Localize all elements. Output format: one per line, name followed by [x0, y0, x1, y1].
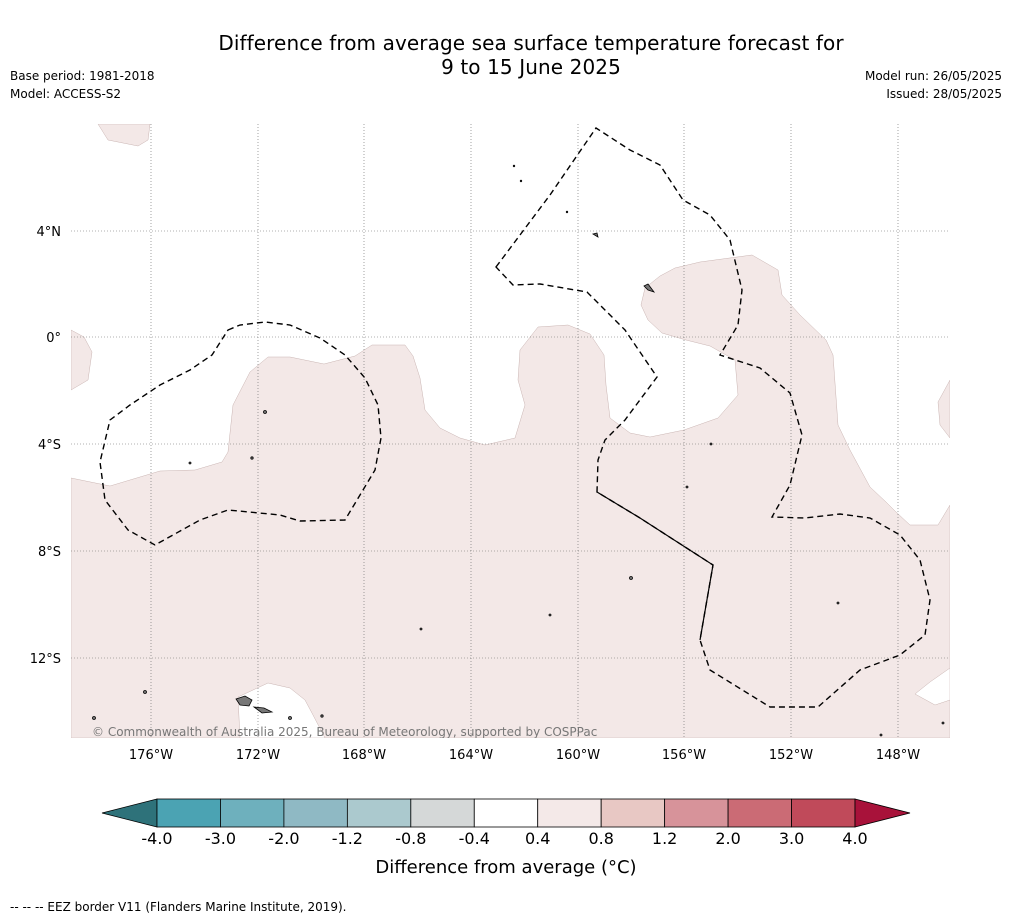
graticule — [71, 124, 950, 738]
island-dot-n — [879, 733, 883, 737]
island-dot-c — [188, 461, 192, 465]
colorbar-tick-label: 1.2 — [652, 829, 677, 848]
eez-footnote: -- -- -- EEZ border V11 (Flanders Marine… — [10, 900, 347, 914]
colorbar-segment — [791, 798, 856, 828]
lon-label-148w: 148°W — [876, 748, 920, 763]
meta-left: Base period: 1981-2018 Model: ACCESS-S2 — [10, 67, 155, 103]
eez-kiribati-line — [495, 127, 931, 708]
lat-label-4s: 4°S — [38, 438, 61, 453]
island-savaii — [235, 695, 253, 707]
colorbar-tick-label: -4.0 — [141, 829, 172, 848]
colorbar-segment — [664, 798, 729, 828]
colorbar-segment — [727, 798, 792, 828]
island-dot-j — [288, 716, 292, 720]
islands — [92, 164, 945, 737]
colorbar-tick-label: -0.8 — [395, 829, 426, 848]
lat-label-8s: 8°S — [38, 545, 61, 560]
colorbar-segment — [156, 798, 221, 828]
colorbar-segment — [346, 798, 412, 828]
near-average-patch — [237, 682, 326, 738]
lat-label-12s: 12°S — [30, 652, 61, 667]
colorbar-segment — [537, 798, 602, 828]
colorbar-segment — [600, 798, 666, 828]
eez-tokelau — [99, 321, 382, 546]
lon-label-152w: 152°W — [769, 748, 813, 763]
map-plot-area: © Commonwealth of Australia 2025, Bureau… — [71, 124, 950, 739]
colorbar: -4.0 -3.0 -2.0 -1.2 -0.8 -0.4 0.4 0.8 1.2 2.0 3.0 4… — [101, 798, 911, 878]
lon-label-168w: 168°W — [342, 748, 386, 763]
model-run-text: Model run: 26/05/2025 — [864, 69, 1002, 83]
island-dot-l — [419, 627, 423, 631]
eez-solid-segment — [596, 491, 714, 641]
island-dot-q — [519, 179, 523, 183]
base-period-text: Base period: 1981-2018 — [10, 69, 155, 83]
colorbar-tick-label: -1.2 — [332, 829, 363, 848]
island-kiritimati — [643, 283, 656, 293]
lat-label-4n: 4°N — [37, 225, 62, 240]
model-text: Model: ACCESS-S2 — [10, 87, 122, 101]
colorbar-segment — [410, 798, 475, 828]
lat-label-0: 0° — [46, 331, 61, 346]
colorbar-ticks: -4.0 -3.0 -2.0 -1.2 -0.8 -0.4 0.4 0.8 1.2 2.0 3.0 4… — [141, 829, 867, 848]
island-dot-f — [629, 576, 633, 580]
colorbar-under-arrow — [101, 798, 158, 828]
issued-text: Issued: 28/05/2025 — [886, 87, 1002, 101]
lon-label-164w: 164°W — [449, 748, 493, 763]
map-title: Difference from average sea surface temp… — [0, 31, 1011, 79]
colorbar-segment — [283, 798, 348, 828]
island-dot-k — [320, 714, 324, 718]
lon-label-156w: 156°W — [662, 748, 706, 763]
colorbar-tick-label: 0.8 — [588, 829, 613, 848]
colorbar-segment — [473, 798, 539, 828]
island-upolu — [252, 706, 274, 714]
colorbar-tick-label: 3.0 — [779, 829, 804, 848]
colorbar-tick-label: -3.0 — [205, 829, 236, 848]
colorbar-title: Difference from average (°C) — [375, 857, 636, 878]
island-dot-e — [685, 485, 689, 489]
island-dot-h — [143, 690, 147, 694]
colorbar-tick-label: -2.0 — [268, 829, 299, 848]
near-average-patch-se — [914, 667, 950, 706]
map-title-line2: 9 to 15 June 2025 — [441, 55, 621, 79]
lon-label-160w: 160°W — [556, 748, 600, 763]
anomaly-region-main — [71, 254, 950, 738]
colorbar-segments — [156, 798, 856, 828]
eez-borders — [99, 127, 931, 708]
anomaly-region-west — [71, 329, 93, 391]
island-dot-r — [565, 210, 569, 214]
colorbar-tick-label: -0.4 — [459, 829, 490, 848]
island-dot-d — [709, 442, 713, 446]
lon-label-176w: 176°W — [129, 748, 173, 763]
island-dot-p — [512, 164, 516, 168]
island-tabuaeran — [591, 232, 599, 238]
anomaly-regions — [71, 124, 950, 738]
map-title-line1: Difference from average sea surface temp… — [218, 31, 844, 55]
meta-right: Model run: 26/05/2025 Issued: 28/05/2025 — [865, 67, 1002, 103]
colorbar-over-arrow — [854, 798, 911, 828]
island-dot-g — [548, 613, 552, 617]
island-dot-o — [941, 721, 945, 725]
island-dot-i — [92, 716, 96, 720]
colorbar-tick-label: 4.0 — [842, 829, 867, 848]
colorbar-segment — [220, 798, 285, 828]
longitude-labels: 176°W 172°W 168°W 164°W 160°W 156°W 152°… — [129, 748, 920, 763]
colorbar-tick-label: 2.0 — [715, 829, 740, 848]
anomaly-region-east — [937, 379, 950, 439]
island-dot-a — [263, 410, 267, 414]
colorbar-tick-label: 0.4 — [525, 829, 550, 848]
copyright-text: © Commonwealth of Australia 2025, Bureau… — [92, 725, 597, 739]
island-dot-b — [250, 456, 254, 460]
anomaly-region-nw — [97, 124, 151, 147]
island-dot-m — [836, 601, 840, 605]
latitude-labels: 4°N 0° 4°S 8°S 12°S — [30, 225, 61, 667]
lon-label-172w: 172°W — [236, 748, 280, 763]
